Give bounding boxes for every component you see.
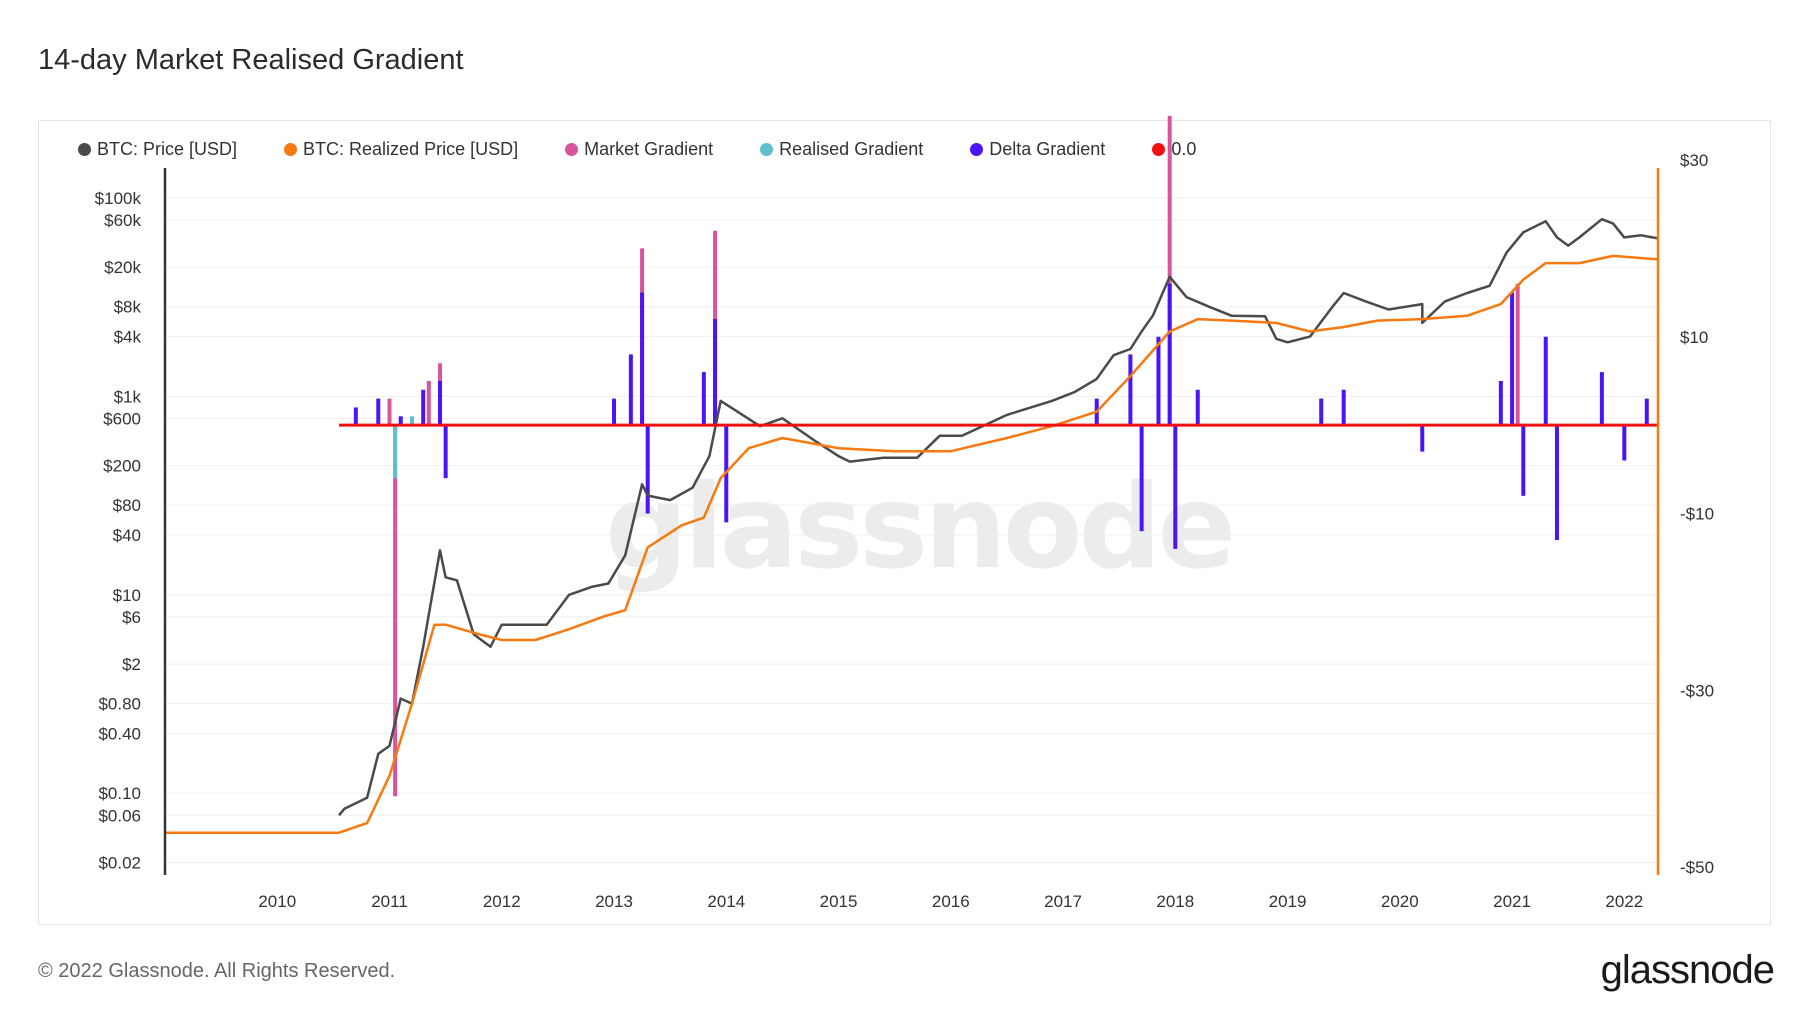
right-axis-tick-label: -$30 [1680,681,1714,700]
legend-label-btc-price: BTC: Price [USD] [97,138,238,159]
bar-delta-gradient [640,292,645,426]
x-axis-tick-label: 2017 [1044,892,1082,911]
bar-delta-gradient [1599,372,1604,426]
bar-delta-gradient [1173,425,1178,549]
chart-title: 14-day Market Realised Gradient [38,44,464,76]
x-axis-tick-label: 2016 [932,892,970,911]
legend-dot-realized-price [284,142,298,156]
bar-delta-gradient [353,407,358,426]
series-btc-price-usd- [338,217,1659,817]
x-axis-tick-label: 2010 [258,892,296,911]
left-axis-tick-label: $10 [113,586,141,605]
legend-item-zero-line[interactable]: 0.0 [1152,138,1196,160]
bar-delta-gradient [1521,425,1526,496]
right-axis-tick-label: $10 [1680,328,1708,347]
bar-delta-gradient [1644,398,1649,426]
legend-item-delta-gradient[interactable]: Delta Gradient [970,138,1105,160]
bar-delta-gradient [1498,380,1503,426]
x-axis-tick-label: 2013 [595,892,633,911]
legend-dot-delta-gradient [970,142,984,156]
bar-market-gradient [387,398,392,426]
legend: BTC: Price [USD] BTC: Realized Price [US… [78,138,1243,160]
bar-delta-gradient [1510,292,1515,426]
x-axis-tick-label: 2015 [820,892,858,911]
left-axis-tick-label: $0.02 [98,854,141,873]
legend-label-market-gradient: Market Gradient [584,138,714,159]
bar-delta-gradient [1195,389,1200,426]
left-axis-tick-label: $600 [103,409,141,428]
bar-delta-gradient [443,425,448,479]
bar-market-gradient [393,425,398,797]
left-axis-tick-label: $6 [122,608,141,627]
left-axis-tick-label: $0.10 [98,784,141,803]
legend-item-market-gradient[interactable]: Market Gradient [565,138,713,160]
left-axis-tick-label: $1k [114,387,142,406]
left-axis-tick-label: $20k [104,258,141,277]
x-axis-tick-label: 2022 [1605,892,1643,911]
legend-label-delta-gradient: Delta Gradient [989,138,1106,159]
bar-delta-gradient [1128,354,1133,426]
legend-item-realised-gradient[interactable]: Realised Gradient [760,138,923,160]
legend-label-realized-price: BTC: Realized Price [USD] [303,138,519,159]
bar-delta-gradient [1319,398,1324,426]
bar-delta-gradient [1554,425,1559,541]
bar-delta-gradient [1622,425,1627,461]
legend-dot-market-gradient [565,142,579,156]
x-axis-tick-label: 2012 [483,892,521,911]
x-axis-tick-label: 2020 [1381,892,1419,911]
right-axis-tick-label: $30 [1680,151,1708,170]
x-axis-tick-label: 2018 [1156,892,1194,911]
bar-delta-gradient [398,416,403,426]
bar-delta-gradient [1420,425,1425,452]
bar-delta-gradient [628,354,633,426]
bar-market-gradient [426,380,431,426]
bar-realised-gradient [409,416,414,426]
x-axis-tick-label: 2014 [707,892,745,911]
bar-delta-gradient [1139,425,1144,532]
bar-delta-gradient [701,372,706,426]
left-axis-tick-label: $8k [114,298,142,317]
x-axis-tick-label: 2019 [1269,892,1307,911]
bar-market-gradient [1515,283,1520,426]
watermark: glassnode [605,460,1236,595]
bar-delta-gradient [612,398,617,426]
left-axis-tick-label: $40 [113,526,141,545]
legend-dot-btc-price [78,142,91,156]
left-axis-tick-label: $0.06 [98,806,141,825]
legend-item-btc-price[interactable]: BTC: Price [USD] [78,138,237,160]
bar-delta-gradient [421,389,426,426]
x-axis-tick-label: 2011 [371,892,408,911]
left-axis-tick-label: $200 [103,457,141,476]
left-axis-tick-label: $0.80 [98,695,141,714]
legend-label-zero-line: 0.0 [1171,138,1197,159]
left-axis-tick-label: $2 [122,655,141,674]
bar-delta-gradient [1156,336,1161,426]
right-axis-tick-label: -$50 [1680,858,1714,877]
left-axis-tick-label: $0.40 [98,725,141,744]
left-axis-tick-label: $4k [114,328,142,347]
left-axis-tick-label: $60k [104,211,141,230]
chart-frame [38,120,1771,925]
left-axis-tick-label: $100k [95,189,142,208]
glassnode-logo: glassnode [1600,948,1775,992]
left-axis-tick-label: $80 [113,496,141,515]
legend-dot-zero-line [1152,142,1166,156]
bar-realised-gradient [393,425,398,479]
right-axis-tick-label: -$10 [1680,505,1714,524]
legend-label-realised-gradient: Realised Gradient [779,138,924,159]
bar-delta-gradient [1543,336,1548,426]
bar-delta-gradient [376,398,381,426]
bar-delta-gradient [1167,283,1172,426]
bar-delta-gradient [1341,389,1346,426]
legend-item-realized-price[interactable]: BTC: Realized Price [USD] [284,138,518,160]
bar-delta-gradient [713,319,718,426]
copyright-footer: © 2022 Glassnode. All Rights Reserved. [38,960,396,982]
legend-dot-realised-gradient [760,142,774,156]
bar-market-gradient [1167,115,1172,426]
x-axis-tick-label: 2021 [1493,892,1531,911]
series-btc-realized-price-usd- [165,254,1659,834]
bar-delta-gradient [645,425,650,514]
bar-delta-gradient [438,380,443,426]
